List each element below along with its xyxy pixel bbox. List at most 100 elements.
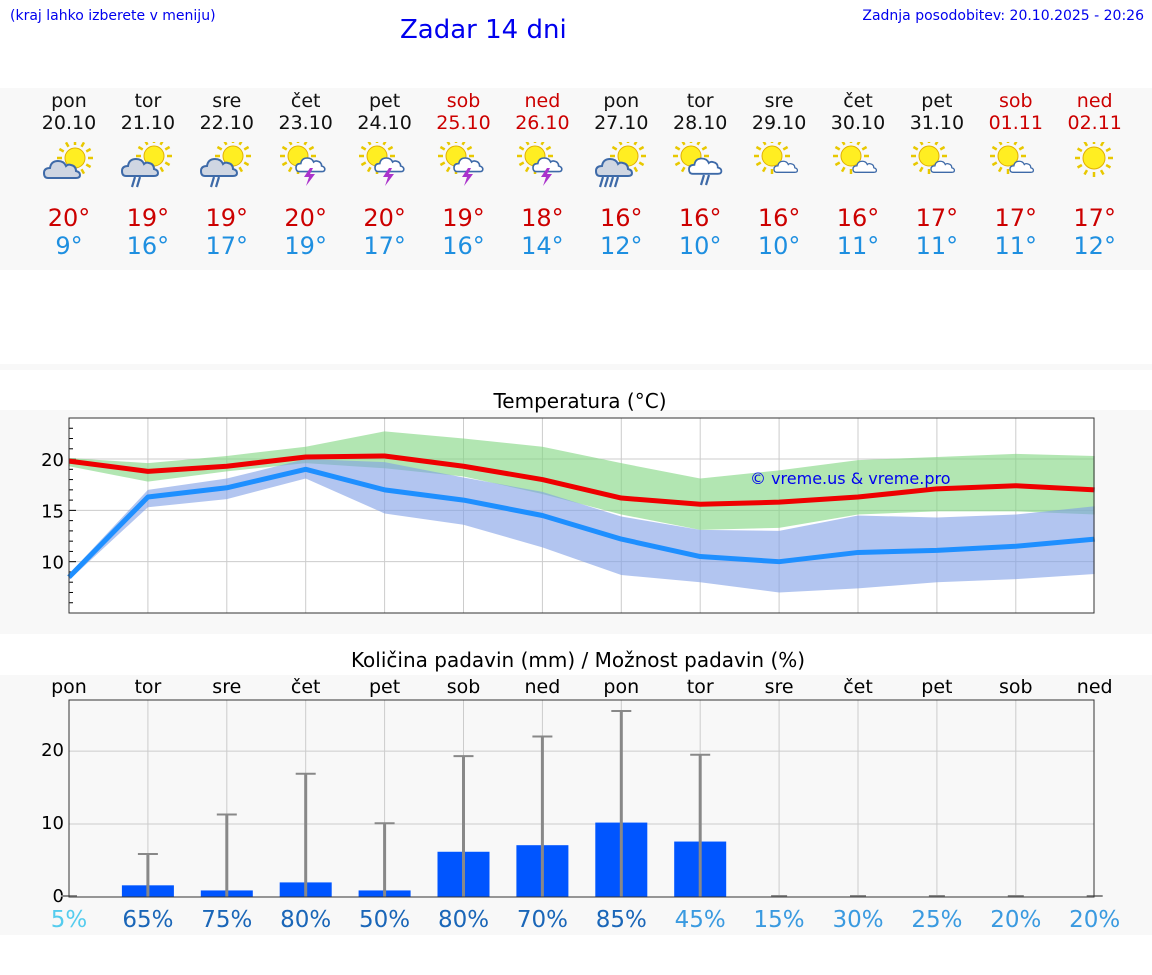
precipitation-probability: 5% [51,907,88,933]
precipitation-probability: 20% [990,907,1041,933]
category-label: pon [603,676,639,698]
category-label: tor [134,676,161,698]
forecast-strip [0,88,1152,270]
min-temp: 9° [55,232,83,260]
precipitation-probability: 15% [754,907,805,933]
day-date: 20.10 [41,112,97,134]
y-tick-label: 10 [41,553,64,574]
day-name: sob [999,90,1033,112]
day-column: čet 30.10 16° 11° [819,90,898,260]
y-tick-label: 15 [41,501,64,522]
day-date: 31.10 [909,112,965,134]
day-date: 02.11 [1067,112,1122,134]
y-tick-label: 0 [53,886,64,907]
plot-frame [68,699,1095,898]
last-update: Zadnja posodobitev: 20.10.2025 - 20:26 [862,8,1144,24]
min-temp: 10° [678,232,722,260]
max-temp: 17° [994,204,1038,232]
min-temp: 16° [126,232,170,260]
day-column: sre 22.10 19° 17° [187,90,266,260]
max-temp: 19° [442,204,485,232]
day-name: ned [1076,90,1113,112]
day-column: sre 29.10 16° 10° [740,90,819,260]
precipitation-probability: 45% [675,907,726,933]
day-date: 21.10 [120,112,176,134]
day-name: pet [921,90,953,112]
max-temp: 20° [47,204,91,232]
max-temp: 18° [521,204,564,232]
category-label: čet [843,676,873,698]
day-column: pon 20.10 20° 9° [30,90,109,260]
category-label: pet [369,676,400,698]
min-temp: 16° [442,232,485,260]
day-name: tor [134,90,162,112]
precipitation-probability: 50% [359,907,410,933]
day-name: sob [446,90,481,112]
sun-small-cloud-icon [819,134,898,204]
day-name: sre [764,90,794,112]
day-date: 29.10 [751,112,807,134]
day-column: tor 28.10 16° 10° [661,90,740,260]
min-temperature-line [67,466,1095,579]
max-temp: 17° [1073,204,1116,232]
day-column: ned 02.11 17° 12° [1055,90,1134,260]
min-temp: 12° [600,232,643,260]
max-temperature-line [68,453,1095,507]
max-temp: 20° [284,204,327,232]
location-menu-hint: (kraj lahko izberete v meniju) [10,8,216,24]
precipitation-probability: 65% [122,907,173,933]
min-temp: 11° [836,232,880,260]
sun-cloud-rain-icon [108,134,187,204]
chart-title: Količina padavin (mm) / Možnost padavin … [351,648,805,672]
day-name: pet [368,90,401,112]
divider [0,364,1152,370]
min-temp: 10° [757,232,801,260]
precipitation-probability: 20% [1069,907,1120,933]
day-name: ned [524,90,561,112]
day-column: ned 26.10 18° 14° [503,90,582,260]
sun-small-cloud-icon [976,134,1055,204]
category-label: pet [921,676,952,698]
min-temp: 17° [205,232,249,260]
day-date: 23.10 [278,112,333,134]
sun-cloud-thunder-icon [503,134,582,204]
day-name: tor [686,90,714,112]
day-column: čet 23.10 20° 19° [266,90,345,260]
category-label: sre [765,676,794,698]
partly-cloudy-sun-icon [30,134,109,204]
max-temp: 16° [600,204,643,232]
y-tick-label: 10 [41,813,64,834]
max-temp: 20° [363,204,406,232]
day-date: 27.10 [594,112,649,134]
min-temp: 14° [521,232,564,260]
sun-cloud-light-rain-icon [661,134,740,204]
day-name: čet [843,90,873,112]
category-label: ned [525,676,561,698]
day-date: 30.10 [830,112,886,134]
precipitation-probability: 80% [438,907,489,933]
min-temp: 11° [994,232,1038,260]
max-temp: 16° [757,204,801,232]
min-temp: 17° [363,232,406,260]
day-name: pon [603,90,640,112]
day-date: 22.10 [199,112,254,134]
day-name: čet [290,90,321,112]
category-label: čet [291,676,321,698]
day-column: pet 31.10 17° 11° [897,90,976,260]
precipitation-probability: 70% [517,907,568,933]
plot-area [69,700,1094,897]
sun-cloud-thunder-icon [424,134,503,204]
y-tick-label: 20 [41,450,64,471]
min-temp: 19° [284,232,327,260]
category-label: sob [447,676,481,698]
day-date: 24.10 [357,112,412,134]
chart-title: Temperatura (°C) [492,389,666,413]
sun-cloud-rain-icon [187,134,266,204]
precipitation-probability: 80% [280,907,331,933]
day-column: pon 27.10 16° 12° [582,90,661,260]
min-temp: 12° [1073,232,1116,260]
precipitation-probability: 30% [832,907,883,933]
precipitation-probability: 85% [596,907,647,933]
max-temp: 16° [836,204,880,232]
y-tick-label: 20 [41,740,64,761]
